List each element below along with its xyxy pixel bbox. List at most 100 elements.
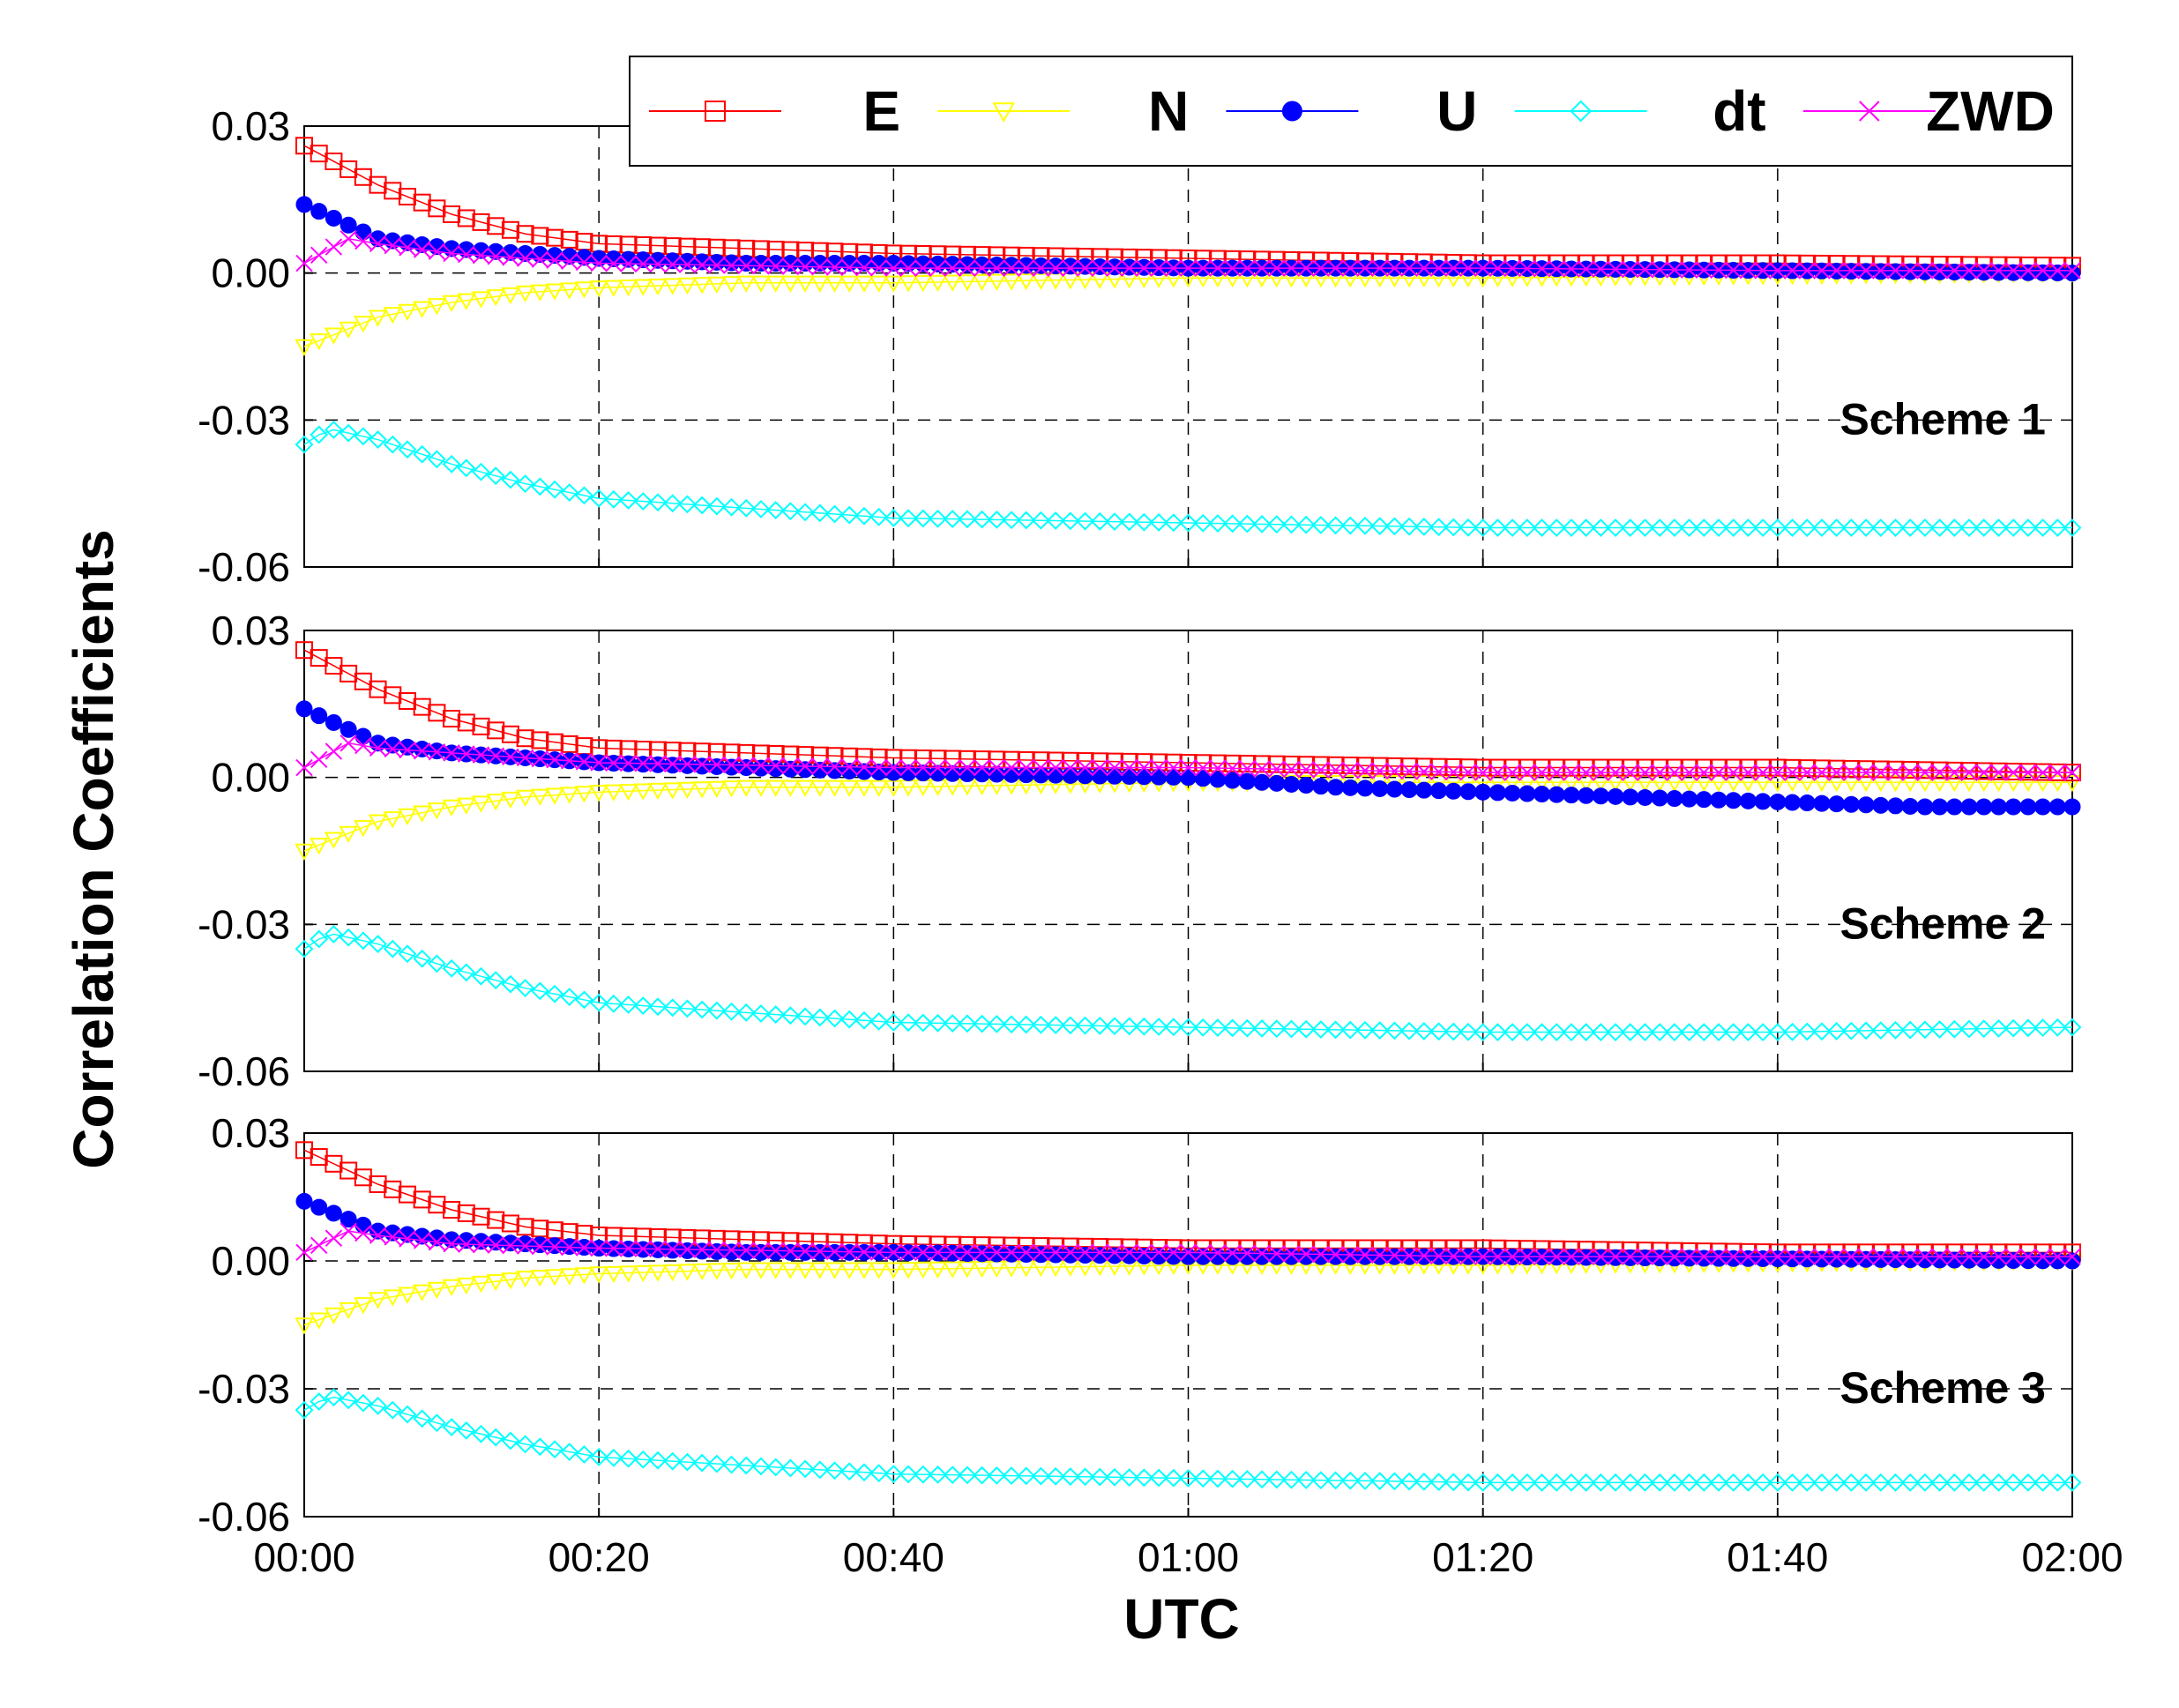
data-point-ZWD — [516, 250, 534, 267]
x-tick-label: 01:20 — [1432, 1534, 1534, 1580]
data-point-ZWD — [384, 1228, 401, 1246]
legend-item-E: E — [649, 79, 900, 143]
data-point-dt — [1017, 511, 1036, 530]
data-point-N — [780, 275, 801, 293]
data-point-N — [545, 283, 564, 301]
data-point-ZWD — [708, 1241, 726, 1259]
data-point-N — [943, 274, 962, 292]
data-point-N — [457, 1277, 476, 1295]
data-point-E — [531, 731, 549, 750]
data-point-N — [574, 1267, 594, 1285]
data-point-U — [1636, 788, 1653, 806]
data-point-U — [1238, 772, 1256, 790]
data-point-ZWD — [1474, 764, 1492, 781]
data-point-ZWD — [1592, 1248, 1610, 1265]
data-point-U — [1960, 1251, 1978, 1269]
data-point-N — [1002, 273, 1021, 291]
data-point-ZWD — [325, 238, 343, 256]
data-point-dt — [530, 1437, 549, 1457]
data-point-N — [442, 799, 461, 817]
data-point-ZWD — [781, 757, 800, 775]
data-point-dt — [1974, 1473, 1994, 1492]
data-point-U — [1003, 1245, 1020, 1263]
data-point-ZWD — [840, 758, 858, 776]
data-point-ZWD — [649, 755, 667, 772]
data-point-E — [428, 1196, 446, 1214]
data-point-U — [988, 1245, 1005, 1263]
data-point-dt — [1149, 513, 1168, 532]
data-point-ZWD — [310, 1236, 328, 1254]
data-point-dt — [1296, 1471, 1316, 1489]
legend-item-N: N — [937, 79, 1189, 143]
data-point-ZWD — [1356, 762, 1374, 779]
data-point-ZWD — [1003, 259, 1020, 277]
data-point-ZWD — [1091, 1243, 1108, 1262]
data-point-U — [2034, 1252, 2052, 1270]
data-point-dt — [1208, 514, 1228, 533]
data-point-ZWD — [796, 757, 814, 775]
data-point-ZWD — [1341, 1246, 1359, 1264]
data-point-ZWD — [1666, 1248, 1683, 1265]
data-point-ZWD — [413, 241, 431, 258]
data-point-dt — [1959, 1019, 1979, 1039]
data-point-ZWD — [1018, 758, 1035, 777]
data-point-ZWD — [1474, 1248, 1492, 1265]
data-point-dt — [1915, 1020, 1935, 1040]
data-point-ZWD — [1563, 1248, 1580, 1265]
data-point-dt — [1090, 511, 1109, 531]
data-point-U — [1135, 768, 1153, 786]
data-point-ZWD — [1179, 758, 1198, 777]
data-point-U — [1430, 782, 1448, 800]
data-point-dt — [1459, 518, 1478, 537]
data-point-ZWD — [944, 758, 961, 777]
data-point-N — [840, 275, 859, 293]
data-point-ZWD — [914, 758, 932, 777]
y-tick-label: -0.06 — [198, 544, 290, 590]
data-point-N — [780, 1262, 801, 1279]
data-point-N — [383, 811, 402, 829]
data-point-ZWD — [1989, 1248, 2008, 1265]
data-point-N — [427, 1281, 447, 1299]
data-point-E — [1812, 759, 1831, 778]
data-point-dt — [958, 1014, 977, 1033]
data-point-U — [2004, 264, 2022, 281]
data-point-U — [1077, 767, 1094, 785]
data-point-E — [398, 692, 416, 710]
data-point-dt — [1753, 1473, 1772, 1492]
data-point-E — [1680, 758, 1698, 777]
data-point-N — [795, 275, 815, 293]
data-point-dt — [1252, 1018, 1272, 1038]
data-point-U — [1754, 1249, 1772, 1267]
data-point-ZWD — [1842, 1248, 1861, 1265]
data-point-dt — [501, 470, 520, 489]
data-point-ZWD — [781, 257, 800, 275]
data-point-dt — [648, 997, 668, 1017]
data-point-N — [648, 278, 668, 296]
data-point-dt — [1562, 1473, 1581, 1492]
data-point-dt — [589, 489, 608, 508]
data-point-ZWD — [369, 235, 387, 253]
data-point-ZWD — [1120, 1243, 1138, 1262]
data-point-N — [825, 275, 845, 293]
data-point-dt — [1562, 1023, 1581, 1041]
data-point-ZWD — [1783, 764, 1802, 781]
data-point-ZWD — [1945, 1248, 1964, 1265]
data-point-dt — [1591, 1473, 1610, 1492]
y-tick-label: -0.06 — [198, 1048, 290, 1094]
data-point-dt — [1223, 1018, 1242, 1038]
data-point-U — [1209, 1248, 1227, 1265]
data-point-U — [1091, 257, 1108, 275]
data-point-dt — [1930, 1020, 1950, 1039]
data-point-E — [472, 717, 490, 735]
data-point-dt — [2048, 1018, 2067, 1037]
data-point-N — [354, 1297, 373, 1315]
data-point-dt — [1061, 1467, 1080, 1486]
data-point-ZWD — [649, 1240, 667, 1258]
data-point-E — [487, 1211, 505, 1229]
data-point-N — [663, 278, 683, 295]
data-point-dt — [501, 1431, 520, 1451]
data-point-dt — [339, 1391, 358, 1410]
data-point-N — [574, 281, 594, 299]
data-point-ZWD — [561, 252, 578, 271]
data-point-E — [516, 729, 534, 748]
